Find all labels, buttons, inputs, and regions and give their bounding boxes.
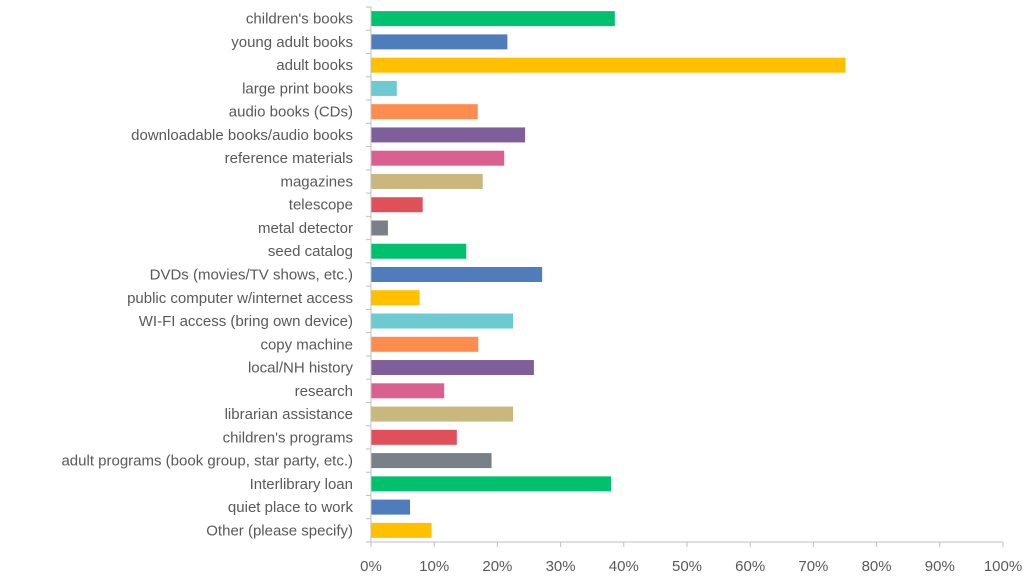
bar (371, 429, 457, 445)
category-label: librarian assistance (225, 406, 353, 423)
x-tick-label: 70% (798, 558, 828, 575)
x-tick-label: 60% (735, 558, 765, 575)
category-label: downloadable books/audio books (131, 127, 353, 144)
bar (371, 267, 543, 282)
category-label: quiet place to work (228, 499, 354, 516)
x-tick-label: 20% (482, 558, 512, 575)
x-tick-label: 30% (546, 558, 576, 575)
x-tick-label: 0% (360, 558, 382, 575)
bar (371, 453, 492, 469)
bar (371, 127, 526, 143)
x-tick-label: 80% (862, 558, 892, 575)
category-label: local/NH history (248, 360, 354, 377)
bar (371, 34, 508, 50)
x-tick-label: 10% (419, 558, 449, 575)
bar (371, 290, 420, 306)
bar (371, 243, 467, 259)
category-label: seed catalog (268, 243, 353, 260)
category-label: adult books (276, 57, 353, 74)
bar (371, 360, 534, 376)
category-label: Other (please specify) (206, 522, 353, 539)
category-label: adult programs (book group, star party, … (61, 453, 353, 470)
bar (371, 522, 432, 538)
category-label: children's programs (223, 429, 353, 446)
category-label: young adult books (231, 34, 353, 51)
category-label: reference materials (225, 150, 353, 167)
category-label: Interlibrary loan (250, 476, 353, 493)
bar (371, 383, 445, 399)
category-label: metal detector (258, 220, 353, 237)
bar (371, 406, 514, 422)
category-label: WI-FI access (bring own device) (139, 313, 353, 330)
bar (371, 336, 479, 352)
category-label: research (295, 383, 353, 400)
category-label: large print books (242, 80, 353, 97)
category-label: magazines (280, 173, 353, 190)
category-label: telescope (289, 197, 353, 214)
x-tick-label: 50% (672, 558, 702, 575)
bar (371, 173, 483, 189)
category-label: audio books (CDs) (229, 104, 353, 121)
bar (371, 313, 514, 329)
x-tick-label: 90% (925, 558, 955, 575)
x-tick-label: 100% (984, 558, 1022, 575)
bar (371, 11, 615, 27)
bar (371, 80, 397, 96)
bar (371, 150, 505, 166)
bar (371, 476, 612, 492)
bar (371, 220, 388, 236)
bar (371, 499, 411, 515)
bar (371, 104, 478, 120)
category-label: children's books (246, 11, 353, 28)
category-label: public computer w/internet access (127, 290, 353, 307)
bar (371, 57, 846, 73)
bar (371, 197, 423, 213)
category-label: DVDs (movies/TV shows, etc.) (150, 267, 353, 284)
category-label: copy machine (260, 336, 353, 353)
x-tick-label: 40% (609, 558, 639, 575)
